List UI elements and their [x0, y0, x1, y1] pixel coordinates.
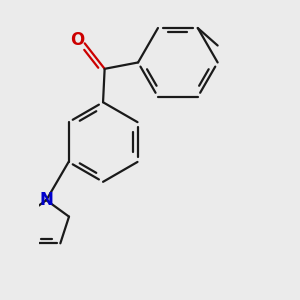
Text: N: N	[39, 191, 53, 209]
Text: O: O	[70, 31, 84, 49]
